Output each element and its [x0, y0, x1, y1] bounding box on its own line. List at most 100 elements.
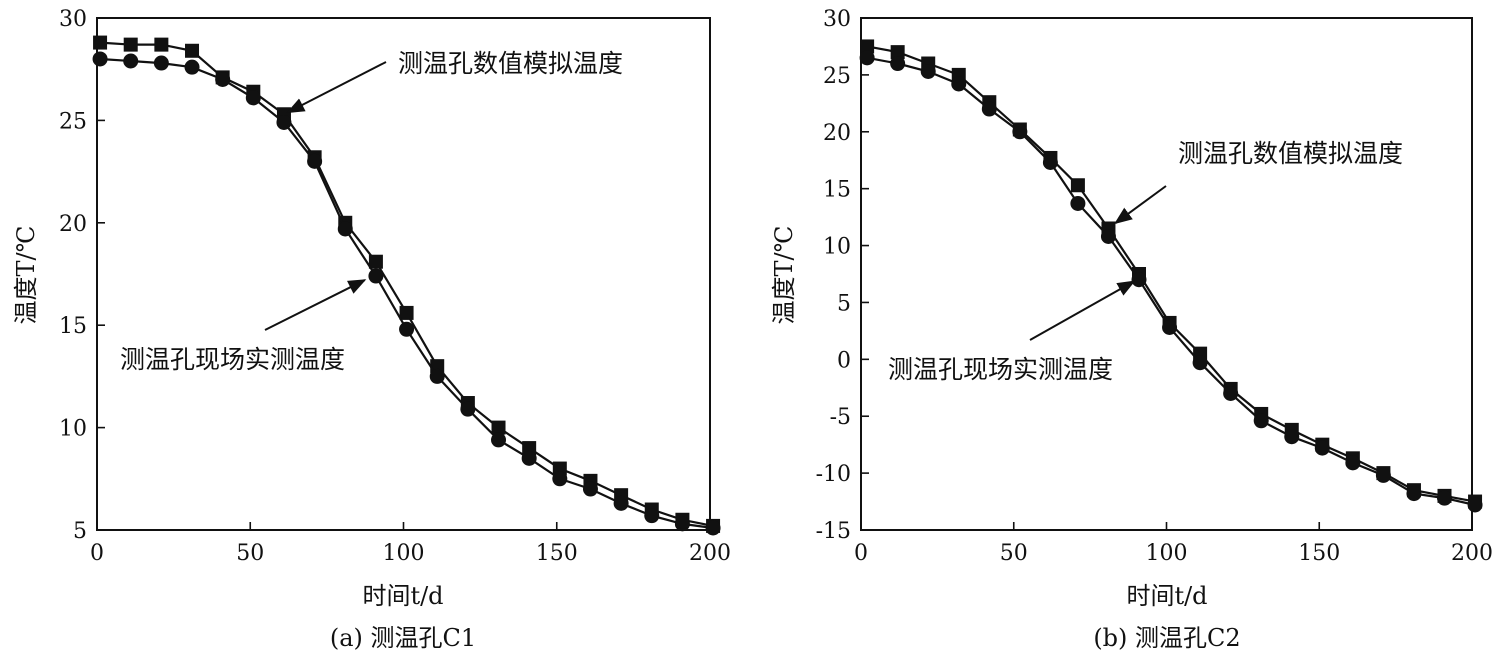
data-point-circle: [215, 71, 231, 87]
data-point-circle: [1012, 124, 1028, 140]
annotation-arrow: [1114, 185, 1167, 225]
series-line-simulated: [100, 41, 714, 527]
y-tick-label: -10: [816, 462, 851, 487]
figure-caption: (b) 测温孔C2: [1093, 624, 1240, 652]
data-point-circle: [1437, 490, 1453, 506]
data-point-circle: [613, 495, 629, 511]
data-point-circle: [890, 56, 906, 72]
data-point-circle: [981, 101, 997, 117]
data-point-circle: [491, 432, 507, 448]
data-point-circle: [1223, 385, 1239, 401]
data-point-circle: [1284, 429, 1300, 445]
data-point-circle: [1192, 355, 1208, 371]
annotation-measured-label: 测温孔现场实测温度: [120, 345, 345, 374]
y-tick-label: -15: [816, 519, 851, 544]
data-point-circle: [153, 55, 169, 71]
data-point-circle: [674, 516, 690, 532]
plot-frame: [96, 17, 711, 531]
data-point-circle: [859, 50, 875, 66]
y-tick-label: 10: [823, 235, 851, 260]
plot-frame: [860, 17, 1473, 531]
data-point-square: [890, 45, 905, 60]
y-tick-label: 30: [823, 7, 851, 32]
y-tick-label: 30: [59, 7, 87, 32]
data-point-circle: [1131, 272, 1147, 288]
data-point-square: [93, 35, 108, 50]
y-tick-label: 15: [59, 314, 87, 339]
y-tick-label: 20: [59, 212, 87, 237]
y-tick-label: 5: [73, 519, 87, 544]
data-point-circle: [307, 153, 323, 169]
data-point-circle: [123, 53, 139, 69]
data-point-square: [1070, 178, 1085, 193]
y-tick-label: 25: [823, 64, 851, 89]
data-point-circle: [460, 401, 476, 417]
x-tick-label: 150: [1298, 541, 1340, 566]
x-tick-label: 200: [689, 541, 731, 566]
data-point-circle: [521, 450, 537, 466]
x-tick-label: 150: [536, 541, 578, 566]
data-point-circle: [276, 114, 292, 130]
data-point-circle: [92, 51, 108, 67]
data-point-circle: [582, 481, 598, 497]
x-tick-label: 0: [854, 541, 868, 566]
y-tick-label: 0: [837, 348, 851, 373]
series-line-measured: [100, 57, 714, 530]
data-point-circle: [1345, 455, 1361, 471]
data-point-circle: [1375, 467, 1391, 483]
data-point-circle: [920, 63, 936, 79]
annotation-measured-label: 测温孔现场实测温度: [888, 355, 1113, 384]
x-axis-title: 时间t/d: [362, 582, 443, 610]
data-point-circle: [368, 268, 384, 284]
y-tick-label: -5: [830, 405, 851, 430]
data-point-circle: [1314, 440, 1330, 456]
x-tick-label: 0: [90, 541, 104, 566]
data-point-square: [368, 254, 383, 269]
annotation-arrow: [1029, 280, 1136, 341]
x-tick-label: 50: [236, 541, 264, 566]
chart-panel-c1: 时间t/d 温度T/℃ (a) 测温孔C1 测温孔数值模拟温度 测温孔现场实测温…: [12, 7, 731, 652]
data-point-circle: [1100, 228, 1116, 244]
data-point-circle: [245, 90, 261, 106]
series-line-simulated: [866, 45, 1476, 503]
y-tick-label: 5: [837, 291, 851, 316]
annotation-arrow: [286, 61, 387, 114]
data-point-circle: [1253, 413, 1269, 429]
data-point-circle: [644, 508, 660, 524]
data-point-circle: [1042, 154, 1058, 170]
data-point-circle: [337, 221, 353, 237]
data-point-square: [185, 43, 200, 58]
annotation-arrow: [264, 279, 367, 331]
data-point-square: [860, 39, 875, 54]
y-tick-label: 15: [823, 178, 851, 203]
annotation-simulated-label: 测温孔数值模拟温度: [1178, 139, 1403, 168]
y-axis-title: 温度T/℃: [770, 226, 798, 325]
series-line-measured: [866, 56, 1476, 507]
data-point-square: [154, 37, 169, 52]
data-point-square: [491, 420, 506, 435]
data-point-circle: [1070, 195, 1086, 211]
data-point-circle: [184, 59, 200, 75]
data-point-circle: [1467, 497, 1483, 513]
y-tick-label: 10: [59, 417, 87, 442]
x-tick-label: 200: [1451, 541, 1493, 566]
data-point-circle: [552, 471, 568, 487]
x-tick-label: 100: [1146, 541, 1188, 566]
figure-caption: (a) 测温孔C1: [330, 624, 476, 652]
data-point-circle: [1406, 486, 1422, 502]
data-point-circle: [951, 76, 967, 92]
chart-panel-c2: 时间t/d 温度T/℃ (b) 测温孔C2 测温孔数值模拟温度 测温孔现场实测温…: [770, 7, 1493, 652]
data-point-square: [522, 441, 537, 456]
x-axis-title: 时间t/d: [1126, 582, 1207, 610]
y-tick-label: 25: [59, 109, 87, 134]
data-point-square: [552, 461, 567, 476]
data-point-square: [123, 37, 138, 52]
data-point-circle: [1162, 319, 1178, 335]
annotation-simulated-label: 测温孔数值模拟温度: [398, 49, 623, 78]
data-point-circle: [705, 520, 721, 536]
data-point-square: [399, 305, 414, 320]
y-axis-title: 温度T/℃: [12, 226, 40, 325]
data-point-circle: [399, 321, 415, 337]
data-point-circle: [429, 368, 445, 384]
